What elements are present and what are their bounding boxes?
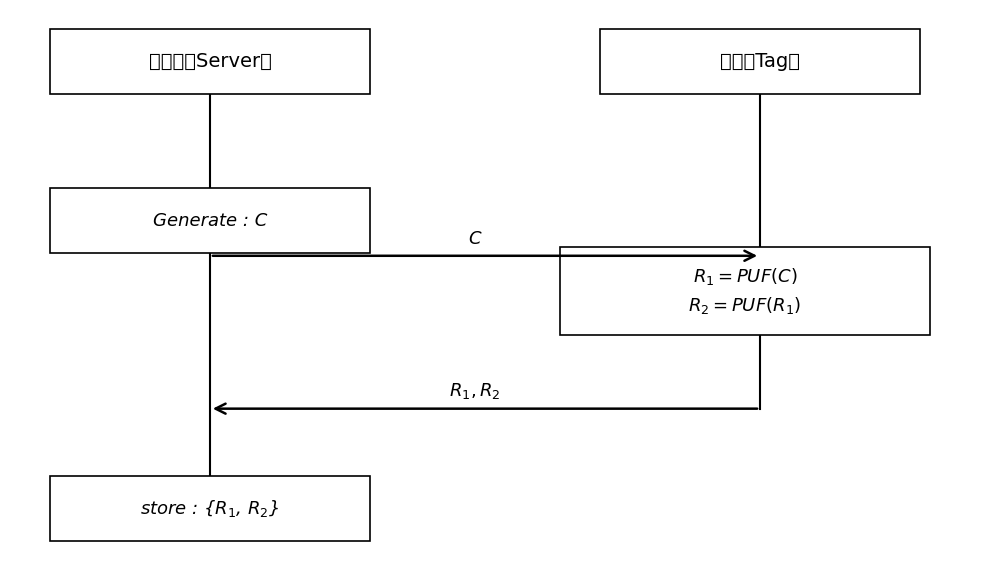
Text: $R_1, R_2$: $R_1, R_2$ bbox=[449, 381, 501, 401]
Bar bbox=[560, 247, 930, 335]
Text: Generate : C: Generate : C bbox=[153, 212, 267, 229]
Text: $C$: $C$ bbox=[468, 230, 482, 248]
Text: 标签（Tag）: 标签（Tag） bbox=[720, 52, 800, 71]
Text: store : {$R_1$, $R_2$}: store : {$R_1$, $R_2$} bbox=[140, 498, 280, 519]
Bar bbox=[600, 29, 920, 94]
Text: $R_2 = PUF(R_1)$: $R_2 = PUF(R_1)$ bbox=[688, 295, 802, 316]
Bar bbox=[50, 188, 370, 253]
Bar bbox=[50, 29, 370, 94]
Text: $R_1 = PUF(C)$: $R_1 = PUF(C)$ bbox=[693, 266, 797, 287]
Text: 服务器（Server）: 服务器（Server） bbox=[149, 52, 271, 71]
Bar bbox=[50, 476, 370, 541]
